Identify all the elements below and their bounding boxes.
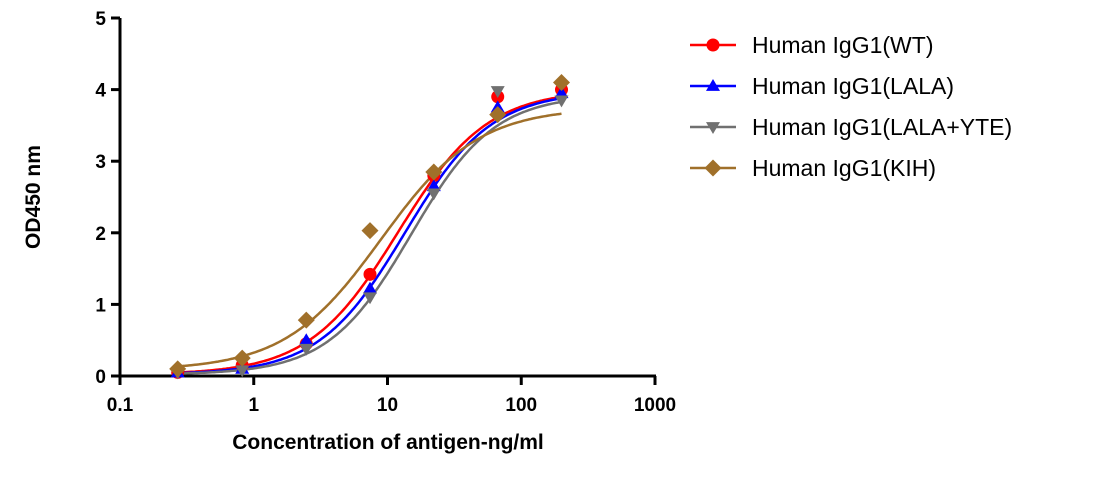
data-point xyxy=(363,292,378,305)
y-tick-label: 2 xyxy=(95,224,106,245)
y-tick-label: 4 xyxy=(95,81,106,102)
data-point xyxy=(554,95,569,108)
legend-label: Human IgG1(KIH) xyxy=(752,155,936,181)
y-tick-label: 0 xyxy=(95,367,106,388)
x-tick-label: 0.1 xyxy=(107,395,134,416)
x-tick-label: 1000 xyxy=(634,395,676,416)
x-axis-label: Concentration of antigen-ng/ml xyxy=(232,431,543,454)
data-point xyxy=(426,179,441,192)
x-tick-label: 10 xyxy=(377,395,398,416)
y-tick-label: 1 xyxy=(95,295,106,316)
legend: Human IgG1(WT) Human IgG1(LALA) Human IgG1… xyxy=(690,32,1012,181)
data-point xyxy=(235,365,250,378)
y-tick-label: 3 xyxy=(95,152,106,173)
legend-marker xyxy=(706,122,720,134)
axes: 0.1 1 10 100 1000 0 1 2 3 4 5 xyxy=(95,9,676,416)
x-tick-label: 100 xyxy=(505,395,537,416)
data-point xyxy=(299,333,314,346)
data-point xyxy=(426,188,441,201)
legend-label: Human IgG1(WT) xyxy=(752,32,933,58)
legend-label: Human IgG1(LALA+YTE) xyxy=(752,114,1012,140)
legend-marker xyxy=(706,38,720,52)
legend-marker xyxy=(706,79,720,91)
x-tick-label: 1 xyxy=(248,395,259,416)
fit-curve xyxy=(177,112,562,368)
data-point xyxy=(425,163,443,181)
data-point xyxy=(553,73,571,91)
legend-label: Human IgG1(LALA) xyxy=(752,73,954,99)
data-point xyxy=(297,311,315,329)
data-points xyxy=(169,73,571,380)
data-point xyxy=(169,360,187,378)
data-point xyxy=(490,86,505,99)
legend-marker xyxy=(704,159,722,177)
data-point xyxy=(299,343,314,356)
data-point xyxy=(489,106,507,124)
data-point xyxy=(554,86,569,99)
y-axis-label: OD450 nm xyxy=(22,145,45,249)
data-point xyxy=(233,349,251,367)
data-point xyxy=(363,267,377,281)
data-point xyxy=(361,222,379,240)
data-point xyxy=(363,281,378,294)
y-tick-label: 5 xyxy=(95,9,106,30)
